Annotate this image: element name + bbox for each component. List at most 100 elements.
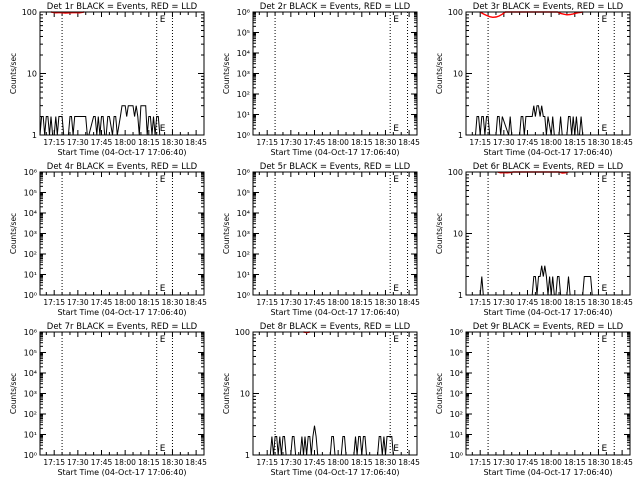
x-tick-label: 18:45 xyxy=(611,138,633,147)
x-axis-label: Start Time (04-Oct-17 17:06:40) xyxy=(270,308,399,317)
y-tick-label: 100 xyxy=(22,8,37,17)
y-tick-label: 1 xyxy=(458,291,463,300)
x-tick-label: 18:00 xyxy=(540,458,562,467)
x-tick-label: 17:15 xyxy=(256,298,278,307)
plot-frame xyxy=(39,11,205,136)
x-tick-label: 18:30 xyxy=(375,298,397,307)
x-tick-label: 17:15 xyxy=(43,458,65,467)
x-tick-label: 17:45 xyxy=(91,138,113,147)
minor-tick-group xyxy=(466,332,630,450)
plot-frame xyxy=(252,11,418,136)
marker-label-top: E xyxy=(601,15,607,25)
y-tick-label: 10³ xyxy=(24,230,37,239)
x-tick-label: 17:30 xyxy=(493,138,515,147)
x-tick-label: 18:45 xyxy=(185,458,207,467)
chart-panel-2: Det 2r BLACK = Events, RED = LLD 10⁰ 10¹ 10… xyxy=(222,2,420,157)
plot-frame xyxy=(252,331,418,456)
x-tick-label: 17:15 xyxy=(43,138,65,147)
y-tick-label: 10⁵ xyxy=(237,29,250,38)
y-tick-label: 1 xyxy=(32,131,37,140)
minor-tick-group xyxy=(40,14,204,117)
y-tick-label: 10⁶ xyxy=(450,328,463,337)
x-axis-label: Start Time (04-Oct-17 17:06:40) xyxy=(270,468,399,477)
x-tick-label: 18:30 xyxy=(162,138,184,147)
x-tick-label: 17:45 xyxy=(304,458,326,467)
x-tick-label: 18:00 xyxy=(114,138,136,147)
y-tick-label: 100 xyxy=(235,328,250,337)
y-tick-label: 10 xyxy=(453,70,463,79)
chart-panel-4: Det 4r BLACK = Events, RED = LLD 10⁰ 10¹ 10… xyxy=(9,162,207,317)
x-tick-label: 17:45 xyxy=(517,298,539,307)
y-tick-label: 10⁰ xyxy=(237,291,250,300)
chart-title: Det 5r BLACK = Events, RED = LLD xyxy=(260,162,411,172)
y-tick-label: 1 xyxy=(458,131,463,140)
series-line-events xyxy=(39,105,163,136)
marker-label-bottom: E xyxy=(160,284,166,294)
marker-label-top: E xyxy=(393,15,399,25)
y-tick-label: 10⁵ xyxy=(24,189,37,198)
y-tick-label: 10⁴ xyxy=(237,49,250,58)
y-tick-label: 10⁰ xyxy=(24,291,37,300)
x-tick-label: 17:30 xyxy=(280,458,302,467)
x-tick-label: 18:30 xyxy=(588,298,610,307)
x-tick-label: 17:30 xyxy=(280,298,302,307)
x-tick-label: 17:15 xyxy=(469,138,491,147)
x-tick-label: 18:00 xyxy=(114,298,136,307)
y-tick-label: 10⁰ xyxy=(450,451,463,460)
y-axis-label: Counts/sec xyxy=(222,373,231,414)
y-tick-label: 10⁶ xyxy=(24,328,37,337)
x-tick-label: 17:15 xyxy=(256,138,278,147)
y-tick-label: 10 xyxy=(453,230,463,239)
x-tick-label: 17:30 xyxy=(493,458,515,467)
y-tick-label: 10³ xyxy=(24,390,37,399)
x-tick-label: 18:15 xyxy=(564,298,586,307)
x-tick-label: 18:30 xyxy=(588,458,610,467)
x-tick-label: 17:45 xyxy=(91,298,113,307)
x-axis-label: Start Time (04-Oct-17 17:06:40) xyxy=(483,468,612,477)
x-tick-label: 18:30 xyxy=(162,298,184,307)
x-tick-label: 17:30 xyxy=(280,138,302,147)
y-tick-label: 10 xyxy=(27,70,37,79)
y-tick-label: 10⁶ xyxy=(237,168,250,177)
marker-label-top: E xyxy=(160,15,166,25)
series-line-lld xyxy=(50,11,85,14)
y-tick-label: 10⁰ xyxy=(237,131,250,140)
chart-title: Det 6r BLACK = Events, RED = LLD xyxy=(473,162,624,172)
x-tick-label: 17:15 xyxy=(43,298,65,307)
y-tick-label: 100 xyxy=(448,168,463,177)
y-axis-label: Counts/sec xyxy=(435,53,444,94)
y-tick-label: 10² xyxy=(24,250,37,259)
x-tick-label: 17:30 xyxy=(67,458,89,467)
x-tick-label: 18:45 xyxy=(398,298,420,307)
minor-tick-group xyxy=(466,174,630,277)
plot-frame xyxy=(465,331,631,456)
y-tick-label: 10 xyxy=(240,390,250,399)
x-tick-label: 18:00 xyxy=(327,298,349,307)
x-tick-label: 18:15 xyxy=(138,298,160,307)
plot-frame xyxy=(39,331,205,456)
chart-title: Det 1r BLACK = Events, RED = LLD xyxy=(47,2,198,12)
plot-frame xyxy=(252,171,418,296)
x-tick-label: 17:45 xyxy=(304,298,326,307)
y-tick-label: 10³ xyxy=(237,230,250,239)
x-axis-label: Start Time (04-Oct-17 17:06:40) xyxy=(57,308,186,317)
x-axis-label: Start Time (04-Oct-17 17:06:40) xyxy=(57,468,186,477)
marker-label-top: E xyxy=(393,335,399,345)
x-tick-label: 18:45 xyxy=(398,458,420,467)
y-tick-label: 100 xyxy=(448,8,463,17)
x-tick-label: 18:45 xyxy=(611,298,633,307)
chart-panel-5: Det 5r BLACK = Events, RED = LLD 10⁰ 10¹ 10… xyxy=(222,162,420,317)
y-tick-label: 10¹ xyxy=(24,271,37,280)
x-tick-label: 18:15 xyxy=(351,298,373,307)
x-tick-label: 18:15 xyxy=(138,458,160,467)
y-tick-label: 10² xyxy=(24,410,37,419)
y-tick-label: 10⁰ xyxy=(24,451,37,460)
y-axis-label: Counts/sec xyxy=(222,213,231,254)
series-line-events xyxy=(479,265,593,296)
marker-label-bottom: E xyxy=(393,284,399,294)
x-tick-label: 18:30 xyxy=(375,138,397,147)
y-tick-label: 10¹ xyxy=(237,111,250,120)
x-tick-label: 18:00 xyxy=(327,458,349,467)
y-tick-label: 10⁴ xyxy=(24,369,37,378)
plot-frame xyxy=(465,171,631,296)
